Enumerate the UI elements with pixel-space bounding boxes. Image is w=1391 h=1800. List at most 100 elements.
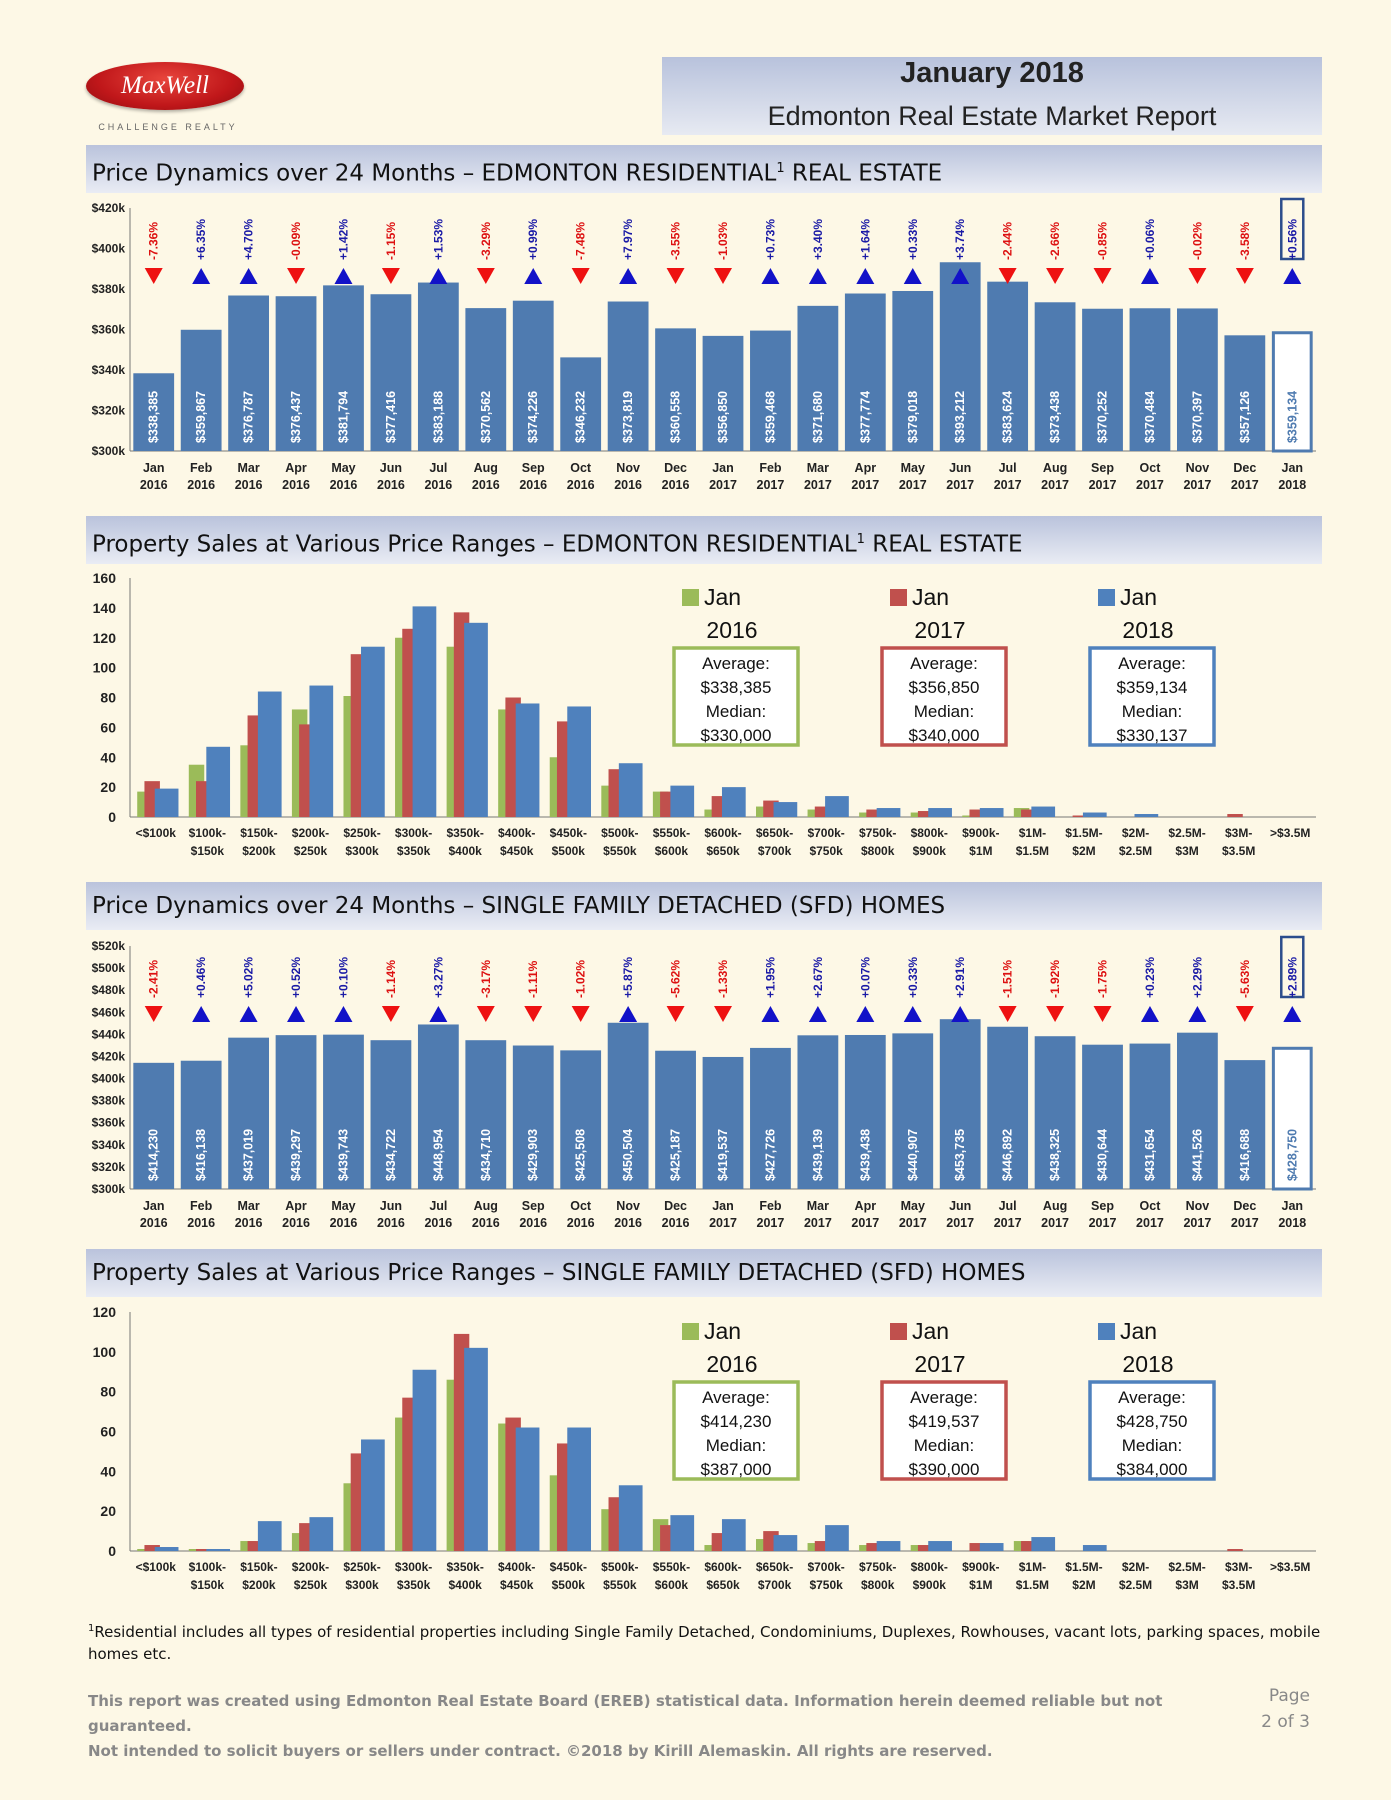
y-tick-label: 160: [93, 570, 117, 586]
up-triangle-icon: [619, 1006, 638, 1022]
sales-bar: [618, 763, 643, 817]
up-triangle-icon: [619, 268, 638, 284]
change-percent-label: -3.55%: [669, 222, 683, 260]
x-tick-label: Jul: [999, 461, 1017, 475]
y-tick-label: $520k: [92, 939, 126, 953]
x-tick-label: Jan: [712, 461, 734, 475]
down-triangle-icon: [287, 268, 306, 284]
x-tick-label: Apr: [855, 461, 877, 475]
sales-bar: [144, 1545, 160, 1551]
sales-bar: [1031, 1537, 1056, 1551]
stats-average-label: Average:: [910, 654, 978, 673]
x-tick-label: Dec: [1233, 1199, 1256, 1213]
section-title-text: Price Dynamics over 24 Months – SINGLE F…: [92, 893, 946, 919]
sales-bar: [1021, 1541, 1037, 1551]
stats-median-label: Median:: [706, 1436, 766, 1455]
change-percent-label: -3.17%: [479, 960, 493, 998]
down-triangle-icon: [1093, 1006, 1112, 1022]
x-tick-label: $150k-: [240, 826, 277, 840]
x-tick-label: $350k-: [446, 826, 483, 840]
x-tick-label: $700k-: [807, 1560, 844, 1574]
x-tick-label: 2016: [472, 1216, 500, 1230]
price-bar: [275, 1035, 317, 1189]
price-value-label: $419,537: [716, 1129, 730, 1181]
x-tick-label: $900k: [913, 1578, 947, 1592]
up-triangle-icon: [761, 1006, 780, 1022]
price-bar: [323, 1034, 364, 1189]
disclaimer: This report was created using Edmonton R…: [88, 1689, 1188, 1764]
change-highlight-box: [1280, 935, 1305, 999]
price-bar: [607, 1022, 649, 1189]
price-value-label: $376,437: [289, 391, 303, 443]
price-bar: [1129, 1043, 1171, 1189]
x-tick-label: Jan: [712, 1199, 734, 1213]
stats-average-value: $414,230: [701, 1412, 772, 1431]
x-tick-label: 2017: [757, 478, 785, 492]
x-tick-label: $3M: [1175, 1578, 1198, 1592]
x-tick-label: 2016: [330, 1216, 358, 1230]
sales-bar: [773, 802, 798, 817]
x-tick-label: $300k-: [395, 826, 432, 840]
price-bar: [1129, 308, 1171, 451]
y-tick-label: 60: [100, 719, 116, 735]
change-percent-label: +3.40%: [811, 219, 825, 260]
section-title-suffix: REAL ESTATE: [784, 160, 943, 187]
price-bar: [512, 300, 554, 451]
up-triangle-icon: [903, 268, 922, 284]
page-indicator: Page 2 of 3: [1230, 1683, 1310, 1735]
price-bar: [844, 1034, 886, 1189]
legend-swatch: [682, 589, 699, 606]
x-tick-label: $1M: [969, 844, 992, 858]
stats-median-value: $330,000: [701, 726, 772, 745]
stats-box: [1088, 646, 1216, 747]
price-value-label: $370,484: [1143, 391, 1157, 443]
price-bar: [655, 1050, 696, 1189]
y-tick-label: 60: [100, 1424, 116, 1440]
price-value-label: $439,139: [811, 1129, 825, 1181]
price-bar: [228, 295, 269, 451]
sales-bar: [979, 808, 1004, 817]
change-percent-label: +0.23%: [1143, 957, 1157, 998]
report-month: January 2018: [900, 57, 1084, 89]
legend-label: 2016: [706, 1351, 757, 1377]
y-tick-label: $440k: [92, 1027, 126, 1041]
price-value-label: $383,188: [431, 391, 445, 443]
x-tick-label: 2017: [946, 478, 974, 492]
stats-average-value: $359,134: [1117, 678, 1188, 697]
up-triangle-icon: [192, 268, 211, 284]
change-percent-label: +1.95%: [763, 957, 777, 998]
price-bar: [465, 1040, 507, 1189]
x-tick-label: $250k-: [343, 1560, 380, 1574]
change-percent-label: +0.07%: [858, 957, 872, 998]
x-tick-label: Jul: [429, 461, 447, 475]
stats-box: [672, 646, 800, 747]
x-tick-label: $550k: [603, 844, 637, 858]
x-tick-label: Nov: [1186, 1199, 1210, 1213]
x-tick-label: Mar: [237, 461, 259, 475]
down-triangle-icon: [998, 268, 1017, 284]
x-tick-label: 2017: [1136, 478, 1164, 492]
x-tick-label: 2017: [709, 478, 737, 492]
change-percent-label: +0.33%: [906, 957, 920, 998]
stats-median-value: $384,000: [1117, 1460, 1188, 1479]
x-tick-label: 2017: [994, 1216, 1022, 1230]
sales-bar: [412, 1369, 437, 1551]
x-tick-label: Jun: [949, 461, 971, 475]
x-tick-label: $600k: [655, 844, 689, 858]
y-tick-label: 80: [100, 1384, 116, 1400]
report-header: [662, 57, 1322, 135]
stats-average-label: Average:: [1118, 654, 1186, 673]
x-tick-label: 2017: [1231, 478, 1259, 492]
x-tick-label: <$100k: [136, 1560, 177, 1574]
price-value-label: $359,468: [763, 391, 777, 443]
x-tick-label: Dec: [664, 1199, 687, 1213]
x-tick-label: 2016: [187, 478, 215, 492]
x-tick-label: 2016: [567, 478, 595, 492]
x-tick-label: 2017: [1183, 478, 1211, 492]
price-bar: [370, 294, 412, 451]
sales-bar: [257, 1521, 282, 1551]
x-tick-label: Sep: [522, 1199, 545, 1213]
price-value-label: $434,722: [384, 1129, 398, 1181]
price-value-label: $428,750: [1285, 1129, 1299, 1181]
x-tick-label: 2017: [851, 1216, 879, 1230]
